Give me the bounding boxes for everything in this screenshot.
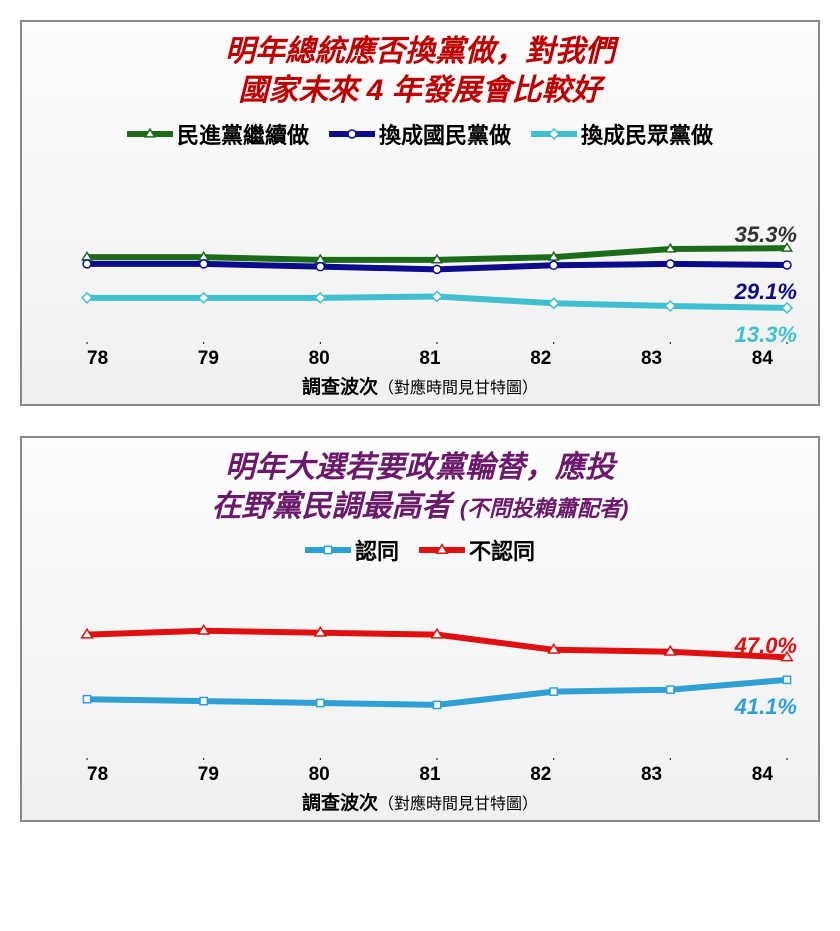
x-tick-label: 81 (419, 764, 440, 786)
legend-label: 換成國民黨做 (379, 118, 511, 150)
chart-2: 明年大選若要政黨輪替，應投 在野黨民調最高者 (不問投賴蕭配者) 認同 不認同 4… (20, 436, 820, 822)
chart-1-plot: 35.3%29.1%13.3% (37, 154, 803, 344)
chart-2-x-label: 調查波次（對應時間見甘特圖） (37, 788, 803, 815)
legend-item: 換成民眾黨做 (531, 118, 713, 150)
legend-swatch (305, 543, 351, 557)
chart-1-x-label-main: 調查波次 (302, 377, 378, 398)
legend-item: 民進黨繼續做 (127, 118, 309, 150)
series-end-label: 35.3% (735, 222, 797, 248)
chart-2-plot: 41.1% 47.0% (37, 570, 803, 760)
chart-1-title-line1: 明年總統應否換黨做，對我們 (225, 35, 615, 68)
chart-2-title-line2-main: 在野黨民調最高者 (212, 490, 452, 523)
x-tick-label: 80 (309, 764, 330, 786)
legend-swatch (531, 127, 577, 141)
legend-label: 民進黨繼續做 (177, 118, 309, 150)
x-tick-label: 84 (752, 764, 773, 786)
chart-1-legend: 民進黨繼續做 換成國民黨做 換成民眾黨做 (37, 118, 803, 150)
chart-2-legend: 認同 不認同 (37, 534, 803, 566)
x-tick-label: 84 (752, 348, 773, 370)
chart-1-x-label-sub: （對應時間見甘特圖） (378, 380, 538, 397)
chart-2-title: 明年大選若要政黨輪替，應投 在野黨民調最高者 (不問投賴蕭配者) (37, 448, 803, 526)
chart-2-x-label-sub: （對應時間見甘特圖） (378, 796, 538, 813)
chart-1-x-axis: 78 79 80 81 82 83 84 (37, 344, 803, 370)
x-tick-label: 78 (87, 348, 108, 370)
legend-item: 不認同 (419, 534, 535, 566)
x-tick-label: 79 (198, 348, 219, 370)
legend-label: 認同 (355, 534, 399, 566)
legend-label: 不認同 (469, 534, 535, 566)
x-tick-label: 78 (87, 764, 108, 786)
chart-2-x-axis: 78 79 80 81 82 83 84 (37, 760, 803, 786)
series-end-label: 29.1% (735, 279, 797, 305)
x-tick-label: 83 (641, 348, 662, 370)
legend-swatch (127, 127, 173, 141)
chart-1-title-line2: 國家未來 4 年發展會比較好 (238, 74, 601, 107)
series-end-label: 41.1% (735, 694, 797, 720)
x-tick-label: 81 (419, 348, 440, 370)
legend-item: 換成國民黨做 (329, 118, 511, 150)
chart-2-title-line2-sub: (不問投賴蕭配者) (460, 496, 629, 521)
chart-2-x-label-main: 調查波次 (302, 793, 378, 814)
x-tick-label: 83 (641, 764, 662, 786)
x-tick-label: 82 (530, 348, 551, 370)
legend-swatch (419, 543, 465, 557)
chart-1-title: 明年總統應否換黨做，對我們 國家未來 4 年發展會比較好 (37, 32, 803, 110)
series-end-label: 13.3% (735, 322, 797, 348)
legend-label: 換成民眾黨做 (581, 118, 713, 150)
chart-1: 明年總統應否換黨做，對我們 國家未來 4 年發展會比較好 民進黨繼續做 換成國民黨… (20, 20, 820, 406)
x-tick-label: 82 (530, 764, 551, 786)
series-end-label: 47.0% (735, 633, 797, 659)
x-tick-label: 79 (198, 764, 219, 786)
x-tick-label: 80 (309, 348, 330, 370)
legend-item: 認同 (305, 534, 399, 566)
legend-swatch (329, 127, 375, 141)
chart-2-title-line1: 明年大選若要政黨輪替，應投 (225, 451, 615, 484)
chart-1-x-label: 調查波次（對應時間見甘特圖） (37, 372, 803, 399)
